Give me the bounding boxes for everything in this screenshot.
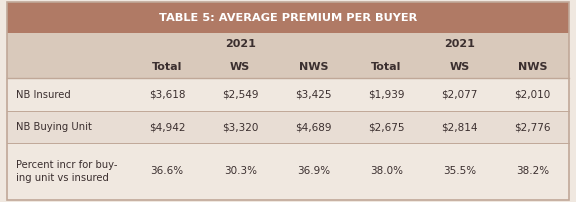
Text: NB Insured: NB Insured xyxy=(16,90,70,100)
Text: 36.9%: 36.9% xyxy=(297,166,330,177)
Text: $3,425: $3,425 xyxy=(295,90,332,100)
Text: $2,077: $2,077 xyxy=(441,90,478,100)
Text: $4,689: $4,689 xyxy=(295,122,332,132)
Text: $3,320: $3,320 xyxy=(222,122,259,132)
Text: 2021: 2021 xyxy=(444,39,475,49)
Bar xyxy=(7,56,569,78)
Text: $2,675: $2,675 xyxy=(368,122,404,132)
Bar xyxy=(7,143,569,200)
Text: NWS: NWS xyxy=(298,62,328,72)
Text: $4,942: $4,942 xyxy=(149,122,185,132)
Text: $2,814: $2,814 xyxy=(441,122,478,132)
Text: Percent incr for buy-
ing unit vs insured: Percent incr for buy- ing unit vs insure… xyxy=(16,160,117,183)
Text: WS: WS xyxy=(449,62,469,72)
Text: $2,776: $2,776 xyxy=(514,122,551,132)
Text: Total: Total xyxy=(371,62,401,72)
Bar xyxy=(7,33,569,56)
Bar xyxy=(7,111,569,143)
Text: 30.3%: 30.3% xyxy=(223,166,257,177)
Text: 2021: 2021 xyxy=(225,39,256,49)
Text: $2,549: $2,549 xyxy=(222,90,259,100)
Bar xyxy=(7,78,569,111)
Text: $1,939: $1,939 xyxy=(368,90,404,100)
Bar xyxy=(7,2,569,33)
Text: TABLE 5: AVERAGE PREMIUM PER BUYER: TABLE 5: AVERAGE PREMIUM PER BUYER xyxy=(159,13,417,23)
Text: 38.0%: 38.0% xyxy=(370,166,403,177)
Text: $3,618: $3,618 xyxy=(149,90,185,100)
Text: NB Buying Unit: NB Buying Unit xyxy=(16,122,92,132)
Text: NWS: NWS xyxy=(518,62,547,72)
Text: WS: WS xyxy=(230,62,251,72)
Text: 38.2%: 38.2% xyxy=(516,166,549,177)
Text: 36.6%: 36.6% xyxy=(150,166,184,177)
Text: Total: Total xyxy=(152,62,183,72)
Text: $2,010: $2,010 xyxy=(514,90,551,100)
Text: 35.5%: 35.5% xyxy=(443,166,476,177)
